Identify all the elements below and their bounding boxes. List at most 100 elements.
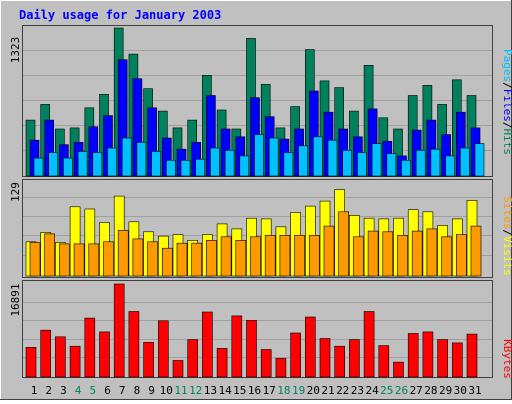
day-label: 2 (45, 384, 52, 397)
sites-bar (117, 230, 129, 277)
legend-item: KBytes (501, 339, 512, 379)
sites-bar (59, 243, 70, 277)
day-label: 7 (119, 384, 126, 397)
legend-item: Files (501, 89, 512, 122)
pages-bar (92, 152, 103, 177)
sites-bar (147, 241, 158, 277)
day-label: 31 (468, 384, 481, 397)
sites-bar (235, 240, 247, 277)
day-label: 9 (148, 384, 155, 397)
sites-bar (103, 241, 114, 277)
hits-bars (25, 27, 485, 177)
kbytes-bar (231, 315, 243, 378)
legend-item: / (501, 229, 512, 236)
kbytes-bar (363, 311, 375, 378)
sites-bar (250, 236, 261, 277)
kbytes-bar (260, 349, 272, 378)
kbytes-bar (128, 311, 140, 378)
kbytes-bars (25, 283, 478, 378)
sites-bar (206, 240, 217, 277)
kbytes-bar (275, 357, 287, 378)
kbytes-bar (290, 332, 301, 378)
sites-bar (88, 243, 100, 277)
day-label: 16 (248, 384, 261, 397)
pages-bar (445, 155, 455, 177)
pages-bar (298, 145, 308, 177)
pages-bar (371, 143, 382, 177)
kbytes-bar (437, 339, 448, 378)
day-label: 10 (160, 384, 173, 397)
kbytes-bar (172, 360, 184, 378)
sites-bar (455, 234, 467, 277)
kbytes-legend: KBytes (501, 339, 512, 379)
pages-bar (33, 157, 44, 177)
pages-bar (474, 143, 485, 177)
pages-bar (195, 158, 205, 177)
kbytes-bar (378, 345, 390, 378)
day-label: 18 (277, 384, 290, 397)
kbytes-bar (25, 346, 37, 378)
sites-bar (220, 236, 232, 277)
legend-item: Hits (501, 129, 512, 156)
chart-title: Daily usage for January 2003 (19, 8, 221, 22)
pages-bar (357, 152, 367, 177)
legend-item: / (501, 122, 512, 129)
kbytes-max-label: 16891 (9, 283, 22, 316)
kbytes-bar (422, 331, 434, 378)
kbytes-bar (304, 316, 316, 378)
pages-bar (327, 139, 338, 177)
pages-bar (107, 147, 117, 177)
pages-bar (63, 157, 73, 177)
legend-item: / (501, 82, 512, 89)
day-label: 1 (31, 384, 38, 397)
pages-bar (136, 142, 147, 177)
day-label: 3 (60, 384, 67, 397)
pages-bar (342, 150, 353, 177)
kbytes-bar (246, 319, 257, 378)
pages-bar (430, 148, 441, 177)
pages-bar (386, 153, 397, 177)
kbytes-bar (113, 283, 125, 378)
day-label: 27 (410, 384, 423, 397)
kbytes-bar (202, 311, 213, 378)
pages-bar (48, 152, 59, 177)
day-label: 8 (134, 384, 141, 397)
sites-bar (367, 230, 379, 277)
day-label: 23 (351, 384, 364, 397)
sites-bar (411, 230, 423, 277)
sites-bar (382, 231, 394, 277)
sites-bar (441, 236, 452, 277)
day-label: 20 (307, 384, 320, 397)
day-label: 17 (263, 384, 276, 397)
kbytes-bar (216, 348, 228, 378)
day-label: 15 (233, 384, 246, 397)
legend-item: Pages (501, 49, 512, 82)
pages-bar (210, 147, 220, 177)
pages-bar (415, 150, 426, 177)
sites-bar (323, 225, 335, 277)
day-label: 6 (104, 384, 111, 397)
kbytes-bar (451, 342, 463, 378)
pages-bar (121, 137, 132, 177)
sites-bar (353, 236, 364, 277)
hits-max-label: 1323 (9, 37, 22, 64)
sites-bar (397, 235, 408, 277)
pages-bar (166, 160, 176, 177)
kbytes-bar (55, 336, 66, 378)
legend-item: Visits (501, 236, 512, 276)
sites-bar (426, 228, 438, 277)
day-label: 14 (218, 384, 232, 397)
sites-bar (73, 243, 85, 277)
pages-bar (268, 137, 279, 177)
kbytes-bar (319, 338, 331, 378)
pages-bar (254, 134, 264, 177)
sites-bar (132, 238, 144, 277)
day-label: 29 (439, 384, 452, 397)
day-label: 5 (89, 384, 96, 397)
sites-bar (470, 225, 482, 277)
kbytes-bar (466, 333, 478, 378)
pages-bar (312, 136, 323, 177)
visits-max-label: 129 (9, 182, 22, 202)
